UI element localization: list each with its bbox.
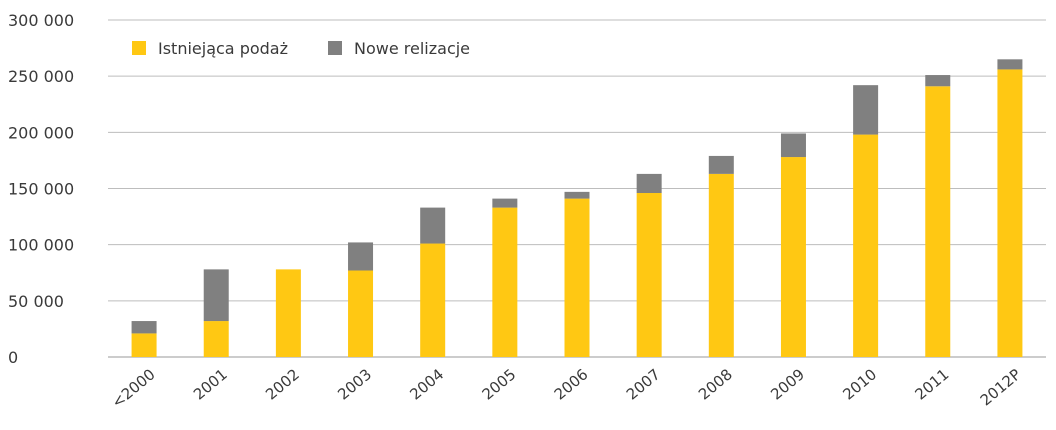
y-tick-label: 200 000 xyxy=(8,123,74,142)
bar-existing-supply xyxy=(780,157,806,357)
y-tick-label: 50 000 xyxy=(8,292,64,311)
x-tick-label: 2005 xyxy=(479,365,520,403)
bar-existing-supply xyxy=(275,269,301,357)
bar-new-completions xyxy=(708,155,734,174)
bar-new-completions xyxy=(925,75,951,87)
x-tick-label: 2006 xyxy=(551,365,592,403)
bar-existing-supply xyxy=(925,86,951,357)
bars xyxy=(131,59,1023,357)
bar-new-completions xyxy=(131,321,157,334)
legend-label-existing: Istniejąca podaż xyxy=(158,39,288,58)
x-axis-ticks: <2000 2001 2002 2003 2004 2005 2006 2007 2008 200… xyxy=(108,365,1024,411)
legend-swatch-new xyxy=(328,41,342,55)
y-axis-ticks: 0 50 000 100 000 150 000 200 000 250 000 300 0… xyxy=(8,11,74,367)
x-tick-label: 2008 xyxy=(695,365,736,403)
legend-label-new: Nowe relizacje xyxy=(354,39,470,58)
x-tick-label: <2000 xyxy=(108,365,158,411)
bar-existing-supply xyxy=(708,173,734,357)
bar-existing-supply xyxy=(420,243,446,357)
x-tick-label: 2012P xyxy=(977,365,1025,409)
bar-new-completions xyxy=(203,269,229,322)
bar-existing-supply xyxy=(853,134,879,357)
y-tick-label: 300 000 xyxy=(8,11,74,30)
x-tick-label: 2011 xyxy=(912,365,953,403)
bar-existing-supply xyxy=(564,198,590,357)
x-tick-label: 2001 xyxy=(190,365,231,403)
bar-new-completions xyxy=(492,198,518,208)
bar-new-completions xyxy=(997,59,1023,70)
bar-new-completions xyxy=(780,133,806,158)
x-tick-label: 2003 xyxy=(334,365,375,403)
x-tick-label: 2009 xyxy=(767,365,808,403)
y-tick-label: 0 xyxy=(8,348,18,367)
y-tick-label: 250 000 xyxy=(8,67,74,86)
bar-existing-supply xyxy=(131,333,157,357)
bar-new-completions xyxy=(420,207,446,244)
y-tick-label: 150 000 xyxy=(8,180,74,199)
bar-existing-supply xyxy=(203,321,229,357)
bar-new-completions xyxy=(853,85,879,135)
x-tick-label: 2010 xyxy=(839,365,880,403)
bar-new-completions xyxy=(564,191,590,199)
bar-new-completions xyxy=(348,242,374,271)
x-tick-label: 2004 xyxy=(406,365,447,403)
bar-new-completions xyxy=(636,173,662,193)
legend: Istniejąca podaż Nowe relizacje xyxy=(132,39,470,58)
bar-existing-supply xyxy=(348,270,374,357)
bar-existing-supply xyxy=(492,207,518,357)
legend-swatch-existing xyxy=(132,41,146,55)
x-tick-label: 2002 xyxy=(262,365,303,403)
x-tick-label: 2007 xyxy=(623,365,664,403)
bar-existing-supply xyxy=(997,69,1023,357)
bar-existing-supply xyxy=(636,192,662,357)
y-tick-label: 100 000 xyxy=(8,236,74,255)
